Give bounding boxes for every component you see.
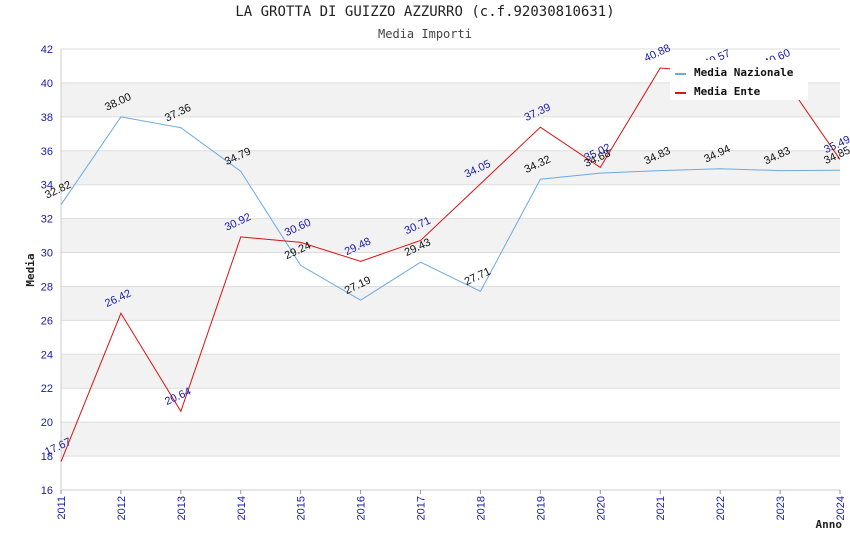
grid-band bbox=[61, 422, 840, 457]
y-axis-title: Media bbox=[24, 253, 37, 286]
grid-band bbox=[61, 218, 840, 253]
y-tick-label: 34 bbox=[41, 180, 53, 192]
x-tick-label: 2020 bbox=[595, 496, 607, 520]
legend: Media Nazionale Media Ente bbox=[670, 60, 808, 100]
x-tick-label: 2021 bbox=[655, 496, 667, 520]
x-tick-label: 2018 bbox=[475, 496, 487, 520]
x-tick-label: 2014 bbox=[236, 496, 248, 520]
y-tick-label: 20 bbox=[41, 417, 53, 429]
grid-band bbox=[61, 150, 840, 185]
grid-band bbox=[61, 286, 840, 321]
grid-band bbox=[61, 354, 840, 389]
y-tick-label: 36 bbox=[41, 146, 53, 158]
y-tick-label: 28 bbox=[41, 281, 53, 293]
x-tick-label: 2023 bbox=[775, 496, 787, 520]
chart-title: LA GROTTA DI GUIZZO AZZURRO (c.f.9203081… bbox=[235, 4, 615, 20]
legend-box bbox=[670, 60, 808, 100]
x-tick-label: 2016 bbox=[356, 496, 368, 520]
y-tick-label: 18 bbox=[41, 451, 53, 463]
grid-band bbox=[61, 184, 840, 219]
x-tick-label: 2019 bbox=[535, 496, 547, 520]
chart-subtitle: Media Importi bbox=[378, 27, 472, 41]
y-tick-label: 40 bbox=[41, 78, 53, 90]
y-tick-label: 24 bbox=[41, 349, 53, 361]
y-tick-label: 30 bbox=[41, 248, 53, 260]
x-tick-label: 2011 bbox=[56, 496, 68, 520]
y-tick-label: 42 bbox=[41, 44, 53, 56]
x-tick-label: 2017 bbox=[416, 496, 428, 520]
x-tick-label: 2013 bbox=[176, 496, 188, 520]
x-tick-label: 2015 bbox=[296, 496, 308, 520]
y-tick-label: 16 bbox=[41, 485, 53, 497]
series-line-media-nazionale bbox=[60, 116, 841, 301]
grid-band bbox=[61, 456, 840, 490]
grid-band bbox=[61, 320, 840, 355]
y-tick-label: 26 bbox=[41, 315, 53, 327]
grid-band bbox=[61, 116, 840, 151]
x-axis-title: Anno bbox=[816, 518, 843, 531]
x-tick-label: 2022 bbox=[715, 496, 727, 520]
y-tick-label: 22 bbox=[41, 383, 53, 395]
legend-label: Media Nazionale bbox=[694, 66, 794, 79]
x-tick-label: 2012 bbox=[116, 496, 128, 520]
legend-label: Media Ente bbox=[694, 85, 761, 98]
x-tick-label: 2024 bbox=[835, 496, 847, 520]
grid-band bbox=[61, 388, 840, 423]
y-tick-label: 32 bbox=[41, 214, 53, 226]
grid-band bbox=[61, 252, 840, 287]
y-tick-label: 38 bbox=[41, 112, 53, 124]
